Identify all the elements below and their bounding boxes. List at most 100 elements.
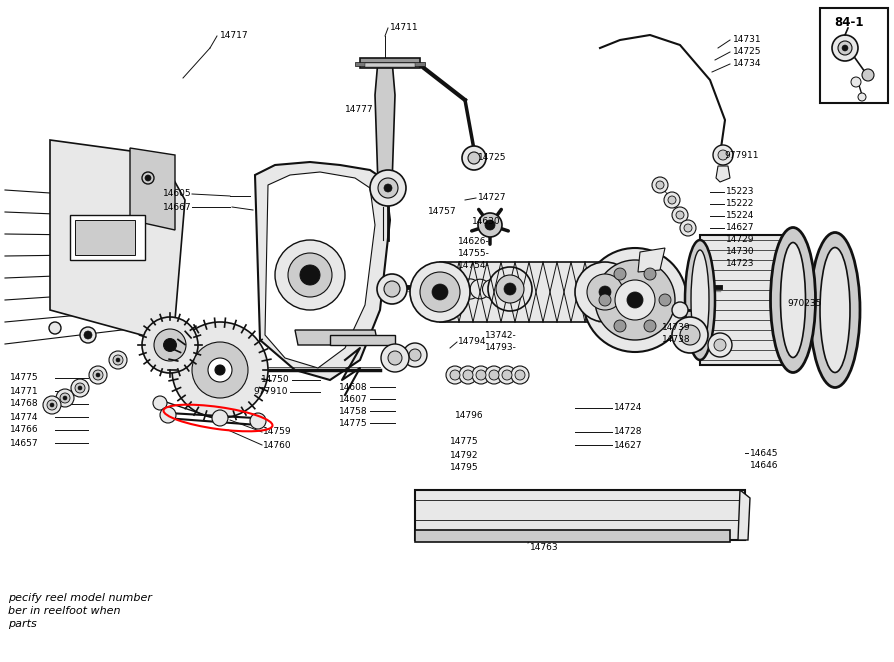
Text: 14750: 14750	[261, 375, 290, 385]
Circle shape	[476, 370, 486, 380]
Circle shape	[142, 172, 154, 184]
Text: ber in reelfoot when: ber in reelfoot when	[8, 606, 121, 616]
Text: 14754-: 14754-	[459, 261, 490, 271]
Circle shape	[468, 152, 480, 164]
Text: 977910: 977910	[254, 387, 288, 397]
Polygon shape	[130, 148, 175, 230]
Polygon shape	[295, 330, 378, 345]
Circle shape	[47, 400, 57, 410]
Circle shape	[403, 343, 427, 367]
Circle shape	[71, 379, 89, 397]
Circle shape	[472, 366, 490, 384]
Circle shape	[145, 175, 151, 181]
Text: 14775: 14775	[450, 438, 478, 446]
Text: 14730: 14730	[726, 248, 755, 256]
Circle shape	[459, 366, 477, 384]
Circle shape	[684, 224, 692, 232]
Circle shape	[109, 351, 127, 369]
Circle shape	[664, 192, 680, 208]
Circle shape	[446, 366, 464, 384]
Bar	[820, 8, 888, 103]
Circle shape	[215, 365, 225, 375]
Polygon shape	[375, 60, 395, 195]
Text: 14607: 14607	[340, 395, 368, 404]
Circle shape	[93, 370, 103, 380]
Circle shape	[851, 77, 861, 87]
Circle shape	[478, 213, 502, 237]
Circle shape	[388, 351, 402, 365]
Circle shape	[300, 265, 320, 285]
Circle shape	[676, 211, 684, 219]
Circle shape	[96, 373, 100, 377]
Bar	[415, 490, 745, 540]
Text: 14768: 14768	[10, 399, 38, 408]
Text: 14758: 14758	[340, 406, 368, 416]
Circle shape	[713, 145, 733, 165]
Text: 15223: 15223	[726, 187, 755, 197]
Polygon shape	[255, 162, 390, 380]
Polygon shape	[330, 335, 395, 345]
Polygon shape	[716, 166, 730, 182]
Circle shape	[615, 280, 655, 320]
Circle shape	[78, 386, 82, 390]
Circle shape	[377, 274, 407, 304]
Circle shape	[832, 35, 858, 61]
Polygon shape	[360, 58, 420, 68]
Text: 14775: 14775	[340, 418, 368, 428]
Circle shape	[714, 339, 726, 351]
Text: 14717: 14717	[220, 32, 249, 40]
Circle shape	[498, 366, 516, 384]
Text: 14608: 14608	[340, 383, 368, 391]
Text: 14760: 14760	[263, 440, 291, 449]
Circle shape	[587, 274, 623, 310]
Circle shape	[644, 268, 656, 280]
Ellipse shape	[810, 232, 860, 387]
Polygon shape	[738, 490, 750, 540]
Text: 14725: 14725	[733, 48, 762, 56]
Text: 14794: 14794	[458, 338, 486, 346]
Circle shape	[489, 370, 499, 380]
Circle shape	[209, 359, 232, 381]
Bar	[415, 530, 730, 542]
Ellipse shape	[771, 228, 815, 373]
Text: 14667: 14667	[164, 203, 192, 211]
Text: 14734: 14734	[733, 60, 762, 68]
Circle shape	[718, 150, 728, 160]
Circle shape	[381, 344, 409, 372]
Circle shape	[378, 178, 398, 198]
Text: 13742-: 13742-	[485, 332, 517, 340]
Circle shape	[659, 294, 671, 306]
Circle shape	[656, 181, 664, 189]
Text: 977911: 977911	[724, 150, 758, 160]
Text: 14725: 14725	[478, 154, 507, 162]
Text: 14630: 14630	[472, 218, 501, 226]
Text: 14793-: 14793-	[485, 344, 517, 352]
Text: 14724: 14724	[614, 404, 643, 412]
Text: 14796: 14796	[455, 410, 484, 420]
Circle shape	[627, 292, 643, 308]
Circle shape	[644, 320, 656, 332]
Circle shape	[485, 366, 503, 384]
Text: 14729: 14729	[726, 236, 755, 244]
Circle shape	[384, 184, 392, 192]
Circle shape	[432, 284, 448, 300]
Ellipse shape	[780, 242, 805, 357]
Circle shape	[434, 278, 456, 300]
Circle shape	[614, 268, 626, 280]
Circle shape	[511, 366, 529, 384]
Circle shape	[409, 349, 421, 361]
Circle shape	[419, 278, 441, 300]
Circle shape	[410, 262, 470, 322]
Circle shape	[116, 358, 120, 362]
Circle shape	[288, 253, 332, 297]
Circle shape	[63, 396, 67, 400]
Text: 14759: 14759	[263, 428, 291, 436]
Circle shape	[470, 279, 490, 299]
Ellipse shape	[691, 250, 709, 350]
Circle shape	[858, 93, 866, 101]
Circle shape	[575, 262, 635, 322]
Text: 84-1: 84-1	[834, 15, 864, 28]
Text: 970235: 970235	[787, 299, 822, 308]
Circle shape	[450, 370, 460, 380]
Text: 14605: 14605	[164, 189, 192, 199]
